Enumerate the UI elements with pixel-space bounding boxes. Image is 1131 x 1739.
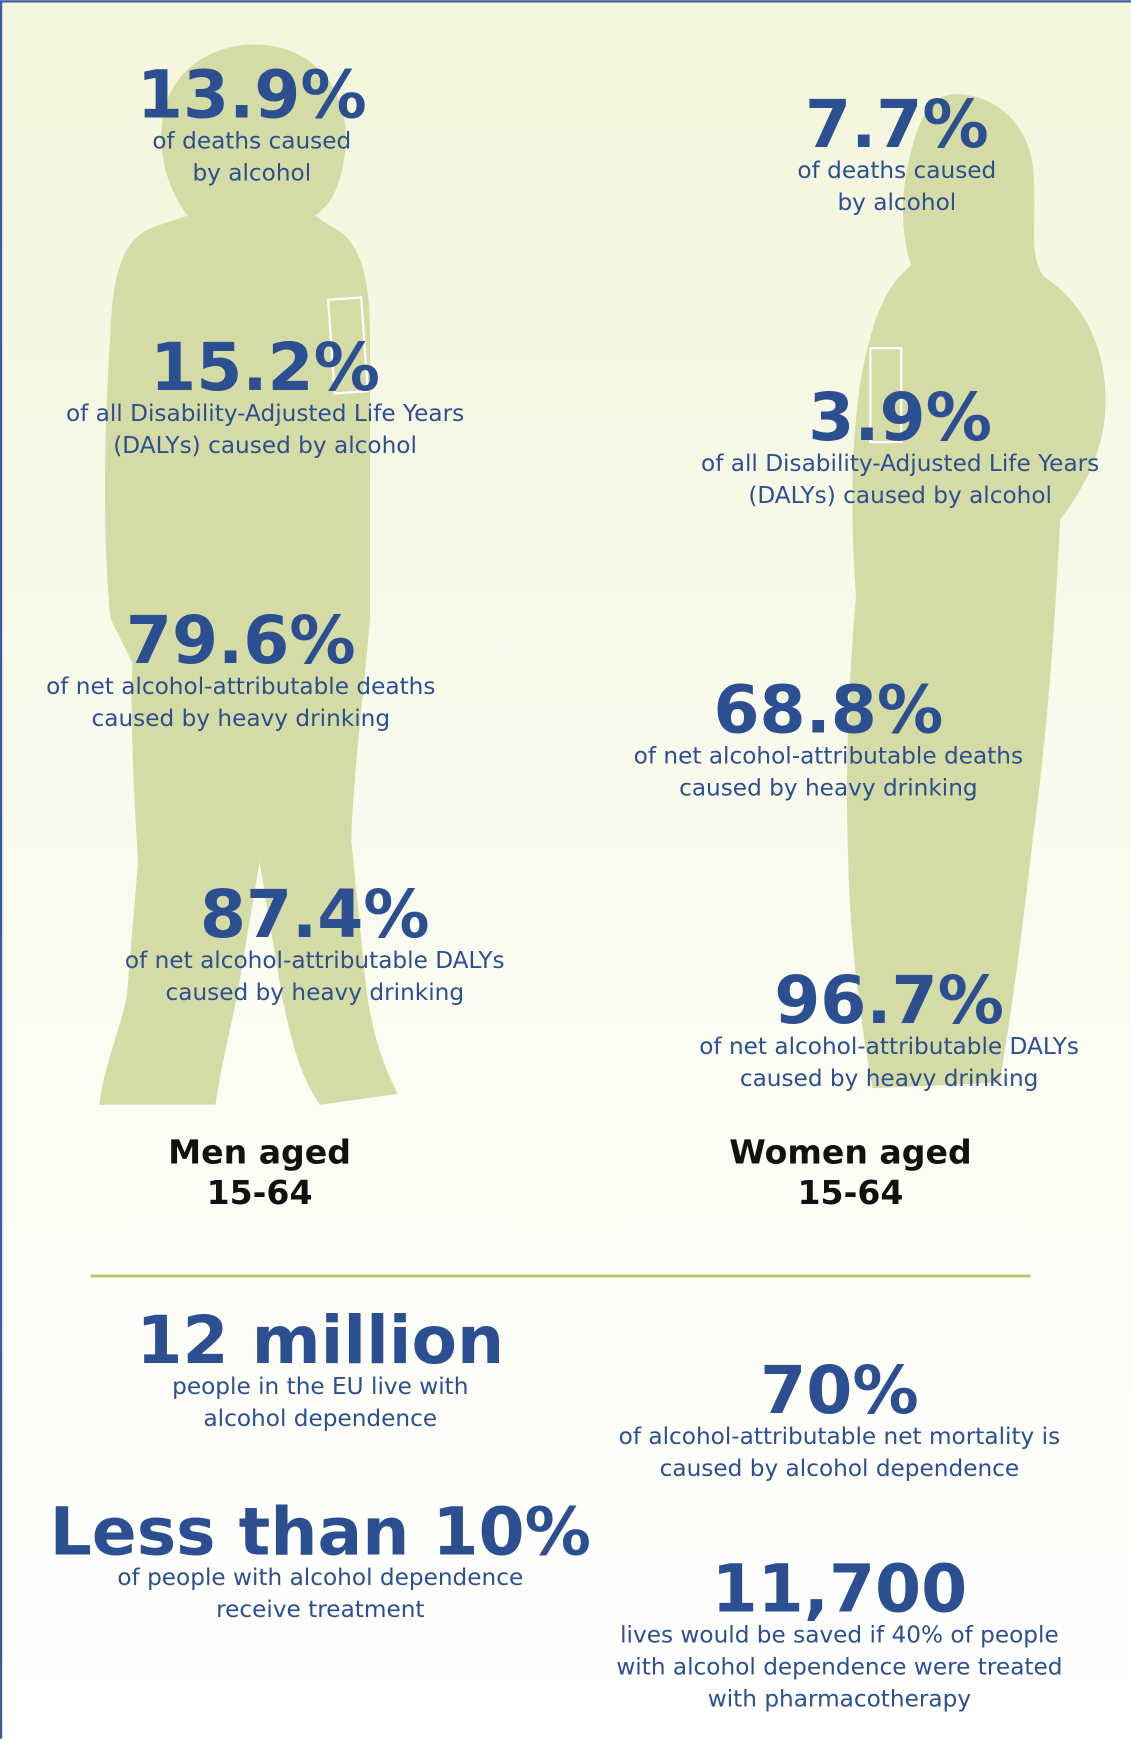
group-label: Men aged: [168, 1132, 351, 1171]
stat-text: with pharmacotherapy: [708, 1686, 972, 1713]
stat-text: (DALYs) caused by alcohol: [113, 432, 417, 459]
stat-text: of net alcohol-attributable DALYs: [125, 947, 505, 974]
stat-text: caused by heavy drinking: [679, 774, 978, 801]
stat-text: of deaths caused: [152, 127, 351, 154]
group-label: 15-64: [207, 1173, 313, 1212]
stat-text: by alcohol: [192, 159, 311, 186]
stat-value: Less than 10%: [50, 1492, 591, 1570]
woman-glass: [869, 347, 903, 444]
stat-value: 96.7%: [774, 961, 1004, 1039]
stat-value: 15.2%: [150, 328, 380, 406]
stat-value: 79.6%: [126, 601, 356, 679]
stat-value: 70%: [760, 1351, 919, 1429]
man-silhouette: [99, 44, 398, 1105]
stat-value: 68.8%: [713, 671, 943, 749]
stat-text: by alcohol: [837, 189, 956, 216]
stat-text: of net alcohol-attributable deaths: [634, 742, 1023, 769]
group-label: Women aged: [729, 1132, 971, 1171]
stat-text: of net alcohol-attributable deaths: [46, 673, 435, 700]
stat-text: caused by heavy drinking: [740, 1065, 1039, 1092]
stat-text: caused by heavy drinking: [91, 705, 390, 732]
stat-text: caused by heavy drinking: [165, 979, 464, 1006]
stat-text: lives would be saved if 40% of people: [620, 1622, 1059, 1649]
silhouettes: [99, 44, 1106, 1105]
group-label: 15-64: [797, 1173, 903, 1212]
stat-value: 12 million: [136, 1301, 504, 1379]
stat-text: of all Disability-Adjusted Life Years: [701, 450, 1099, 477]
woman-silhouette: [846, 94, 1106, 1089]
stat-text: of deaths caused: [797, 157, 996, 184]
stat-text: people in the EU live with: [172, 1373, 468, 1400]
stat-value: 7.7%: [805, 85, 989, 163]
stat-text: of people with alcohol dependence: [117, 1564, 523, 1591]
stat-text: of alcohol-attributable net mortality is: [619, 1423, 1061, 1450]
man-glass: [326, 296, 369, 395]
stat-value: 87.4%: [200, 875, 430, 953]
stat-value: 11,700: [712, 1550, 968, 1628]
stat-text: caused by alcohol dependence: [660, 1455, 1020, 1482]
stat-text: of net alcohol-attributable DALYs: [699, 1033, 1079, 1060]
stat-value: 13.9%: [137, 55, 367, 133]
stat-value: 3.9%: [808, 378, 992, 456]
stat-text: of all Disability-Adjusted Life Years: [66, 400, 464, 427]
stat-text: (DALYs) caused by alcohol: [748, 482, 1052, 509]
stat-text: receive treatment: [216, 1596, 424, 1623]
stat-text: with alcohol dependence were treated: [616, 1654, 1062, 1681]
stat-text: alcohol dependence: [203, 1405, 437, 1432]
